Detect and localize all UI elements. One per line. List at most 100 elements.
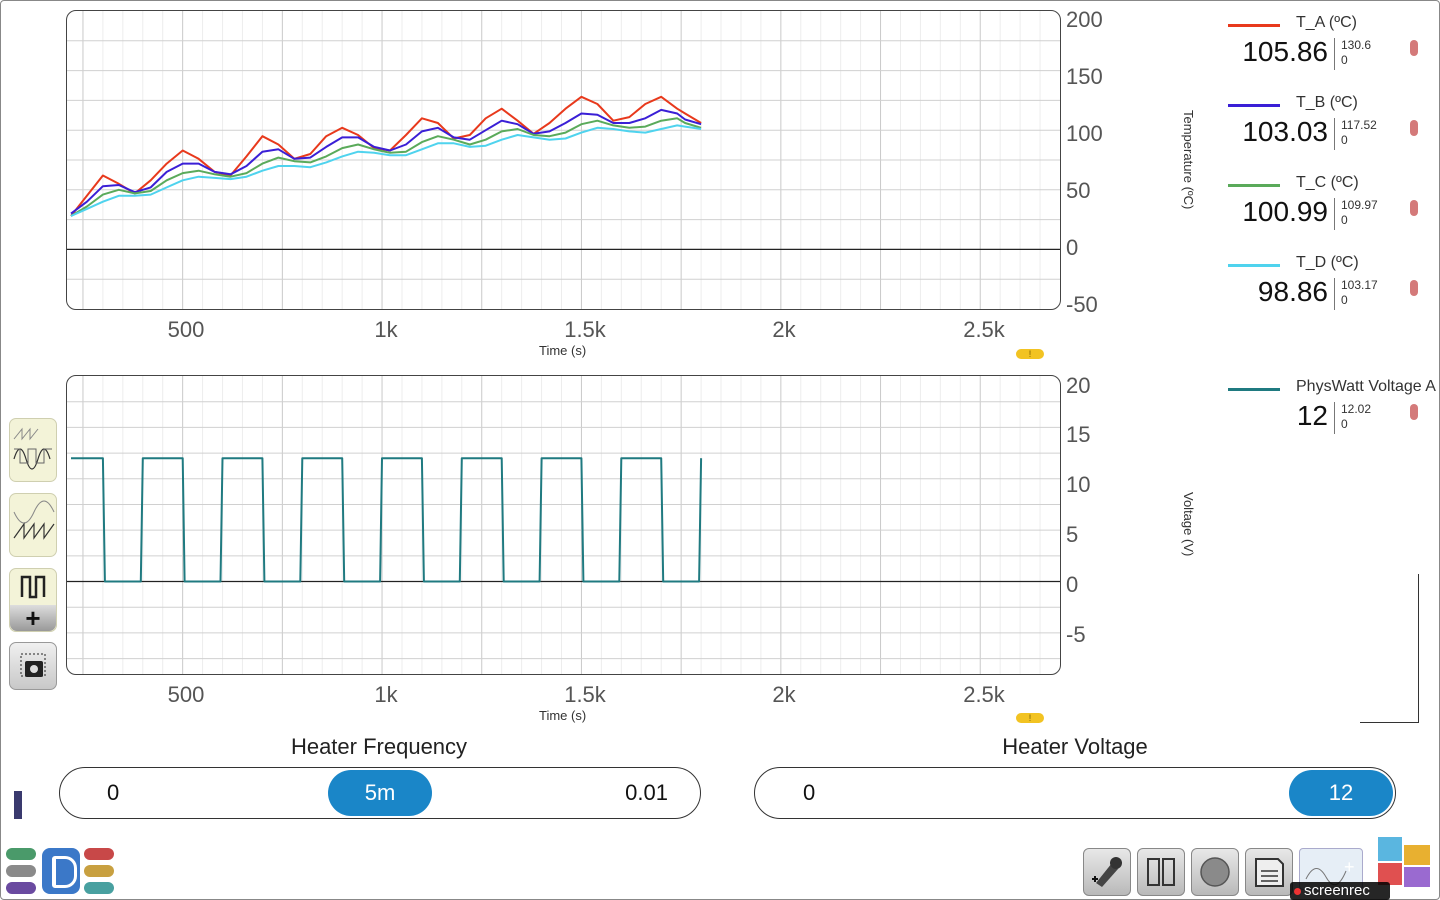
heater-frequency-min: 0 xyxy=(107,780,120,805)
y-tick-label: 50 xyxy=(1066,178,1091,203)
legend-separator xyxy=(1334,118,1335,150)
legend-min-value: 0 xyxy=(1341,133,1348,147)
legend-current-value: 103.03 xyxy=(1242,116,1328,147)
add-icon: + xyxy=(10,605,56,631)
svg-text:+: + xyxy=(1344,857,1355,877)
pause-button[interactable] xyxy=(1137,848,1185,896)
x-tick-label: 1.5k xyxy=(564,682,606,707)
legend-current-value: 105.86 xyxy=(1242,36,1328,67)
legend-separator xyxy=(1334,38,1335,70)
legend-max-value: 117.52 xyxy=(1341,118,1377,132)
save-icon xyxy=(1255,858,1284,887)
legend-item[interactable]: T_D (ºC) 98.86 103.17 0 xyxy=(1228,254,1440,314)
heater-voltage-knob[interactable]: 12 xyxy=(1289,770,1393,816)
legend-min-value: 0 xyxy=(1341,293,1348,307)
legend-min-value: 0 xyxy=(1341,53,1348,67)
legend-item[interactable]: T_C (ºC) 100.99 109.97 0 xyxy=(1228,174,1440,234)
save-button[interactable] xyxy=(1245,848,1293,896)
x-tick-label: 500 xyxy=(167,317,205,342)
legend-separator xyxy=(1334,402,1335,434)
y-tick-label: 15 xyxy=(1066,422,1091,447)
legend-visibility-toggle[interactable] xyxy=(1410,200,1418,216)
y-tick-label: -50 xyxy=(1066,292,1098,317)
legend-swatch xyxy=(1228,388,1280,391)
legend-name: T_D (ºC) xyxy=(1296,254,1359,271)
puzzle-icon[interactable] xyxy=(1378,837,1432,891)
settings-tools-button[interactable] xyxy=(1083,848,1131,896)
overlay-sine-square-button[interactable] xyxy=(9,418,57,482)
legend-name: T_A (ºC) xyxy=(1296,14,1357,31)
legend-swatch xyxy=(1228,104,1280,107)
legend-current-value: 12 xyxy=(1296,400,1328,431)
series-line-t-b-c xyxy=(70,108,702,215)
voltage-y-axis-title: Voltage (V) xyxy=(1181,492,1196,557)
x-tick-label: 2k xyxy=(772,682,796,707)
y-tick-label: 150 xyxy=(1066,64,1103,89)
legend-separator xyxy=(1334,198,1335,230)
legend-item[interactable]: T_A (ºC) 105.86 130.6 0 xyxy=(1228,14,1440,74)
legend-swatch xyxy=(1228,184,1280,187)
heater-voltage-slider[interactable]: 0 12 xyxy=(754,767,1396,819)
screenrec-watermark: screenrec xyxy=(1290,882,1390,900)
legend-min-value: 0 xyxy=(1341,213,1348,227)
legend-visibility-toggle[interactable] xyxy=(1410,120,1418,136)
temperature-warning-icon[interactable]: ! xyxy=(1016,349,1044,359)
heater-voltage-min: 0 xyxy=(803,780,816,805)
heater-frequency-title: Heater Frequency xyxy=(290,734,468,759)
square-wave-button[interactable]: + xyxy=(9,568,57,632)
heater-frequency-slider[interactable]: 0 5m 0.01 xyxy=(59,767,701,819)
legend-min-value: 0 xyxy=(1341,417,1348,431)
y-tick-label: 0 xyxy=(1066,572,1079,597)
series-line-t-a-c xyxy=(70,95,702,217)
legend-visibility-toggle[interactable] xyxy=(1410,404,1418,420)
legend-visibility-toggle[interactable] xyxy=(1410,280,1418,296)
legend-max-value: 103.17 xyxy=(1341,278,1378,292)
heater-frequency-max: 0.01 xyxy=(625,780,668,805)
legend-max-value: 109.97 xyxy=(1341,198,1378,212)
y-tick-label: 200 xyxy=(1066,7,1103,32)
pause-icon xyxy=(1147,858,1175,886)
temperature-x-axis-title: Time (s) xyxy=(539,343,587,358)
legend-max-value: 130.6 xyxy=(1341,38,1372,52)
app-logo-icon[interactable] xyxy=(6,848,114,894)
legend-current-value: 98.86 xyxy=(1257,276,1328,307)
square-wave-icon xyxy=(20,575,46,599)
voltage-x-axis-title: Time (s) xyxy=(539,708,587,723)
y-tick-label: 5 xyxy=(1066,522,1079,547)
record-button[interactable] xyxy=(1191,848,1239,896)
voltage-warning-icon[interactable]: ! xyxy=(1016,713,1044,723)
overlay-sine-square-icon xyxy=(13,427,52,470)
legend-item[interactable]: PhysWatt Voltage A 12 12.02 0 xyxy=(1228,378,1440,438)
legend-current-value: 100.99 xyxy=(1242,196,1328,227)
series-line-t-c-c xyxy=(70,117,702,217)
record-dot-icon xyxy=(1294,888,1301,895)
sawtooth-wave-button[interactable] xyxy=(9,493,57,557)
legend-name: T_C (ºC) xyxy=(1296,174,1359,191)
series-line-physwatt-voltage-a xyxy=(71,457,703,583)
x-tick-label: 2k xyxy=(772,317,796,342)
screenrec-text: screenrec xyxy=(1304,882,1370,899)
record-icon xyxy=(1200,857,1230,887)
voltage-plot[interactable] xyxy=(66,375,1061,675)
y-tick-label: 100 xyxy=(1066,121,1103,146)
legend-swatch xyxy=(1228,24,1280,27)
x-tick-label: 1k xyxy=(374,317,398,342)
y-tick-label: 0 xyxy=(1066,235,1079,260)
x-tick-label: 1.5k xyxy=(564,317,606,342)
x-tick-label: 2.5k xyxy=(963,682,1005,707)
heater-frequency-knob[interactable]: 5m xyxy=(328,770,432,816)
temperature-plot[interactable] xyxy=(66,10,1061,310)
add-graph-icon: + xyxy=(1305,857,1355,886)
camera-snapshot-icon xyxy=(20,653,46,677)
snapshot-button[interactable] xyxy=(9,642,57,690)
settings-tools-icon xyxy=(1092,857,1122,887)
legend-name: PhysWatt Voltage A xyxy=(1296,378,1436,395)
heater-voltage-title: Heater Voltage xyxy=(1002,734,1148,759)
legend-visibility-toggle[interactable] xyxy=(1410,40,1418,56)
legend-bracket-bottom xyxy=(1360,722,1419,723)
legend-name: T_B (ºC) xyxy=(1296,94,1358,111)
x-tick-label: 500 xyxy=(167,682,205,707)
temperature-plot-svg xyxy=(67,11,1060,309)
x-tick-label: 2.5k xyxy=(963,317,1005,342)
legend-item[interactable]: T_B (ºC) 103.03 117.52 0 xyxy=(1228,94,1440,154)
